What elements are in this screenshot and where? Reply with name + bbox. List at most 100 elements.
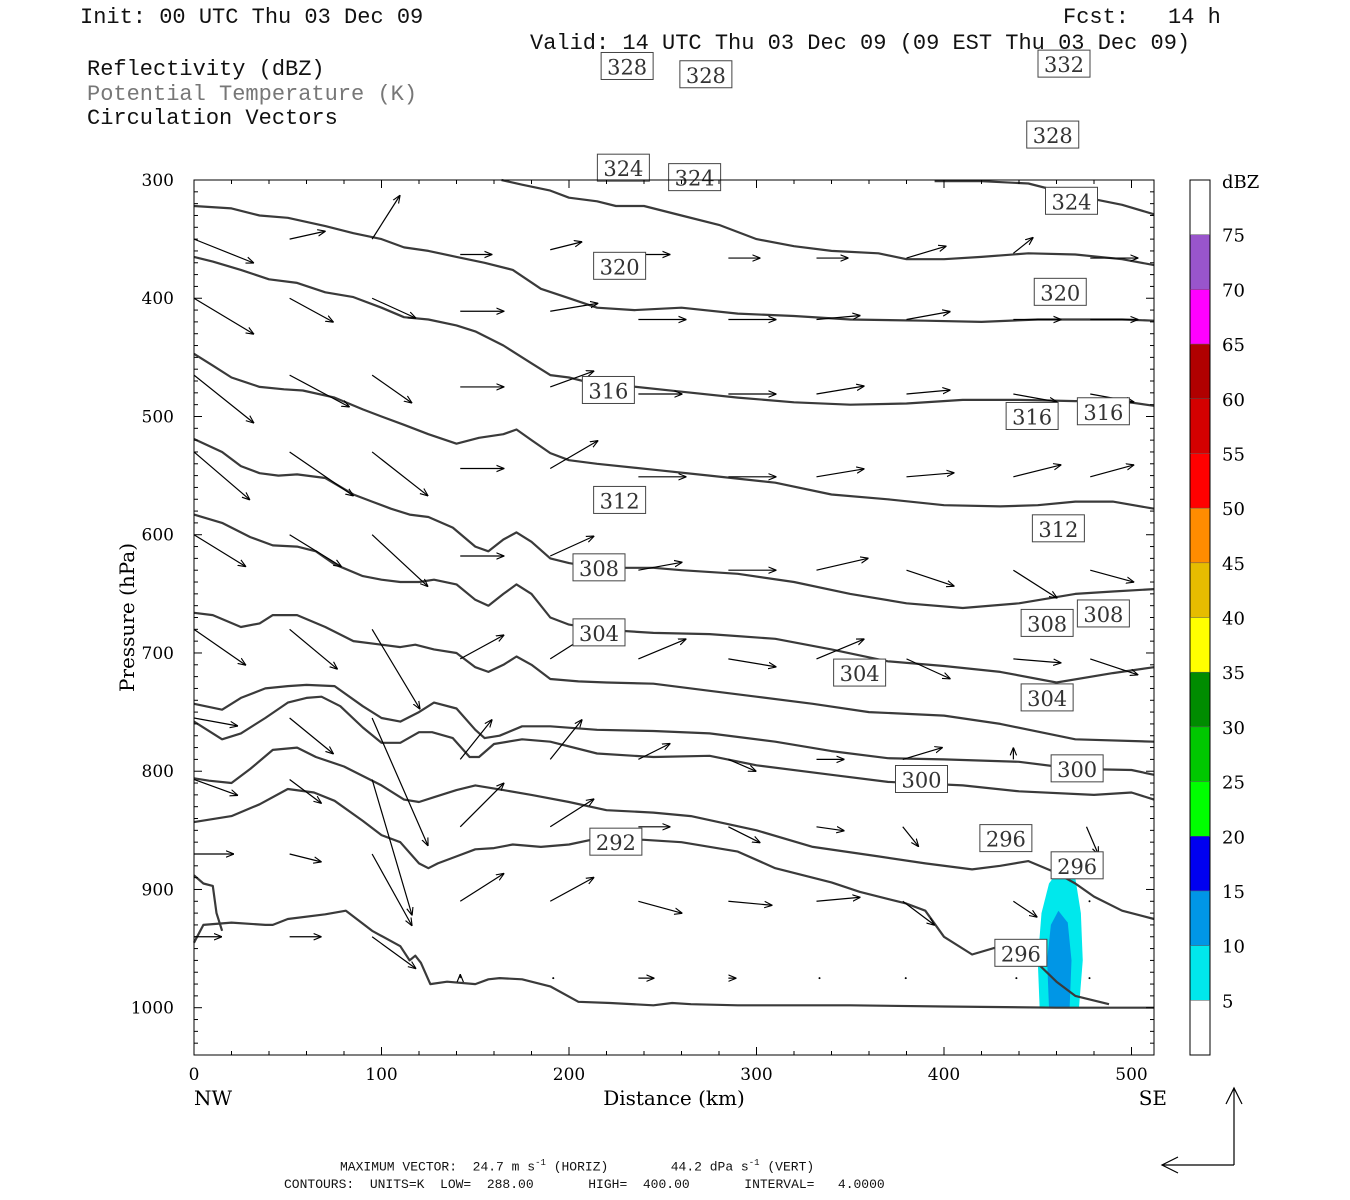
max-vector-line: MAXIMUM VECTOR: 24.7 m s-1 (HORIZ) 44.2 … [340, 1158, 815, 1175]
colorbar-swatch [1190, 617, 1210, 673]
contour-label-308: 308 [579, 557, 619, 581]
vector-arrow [289, 451, 354, 496]
field-potential-temperature: Potential Temperature (K) [87, 82, 418, 107]
vector-arrow [816, 639, 865, 660]
vector-arrow [550, 371, 594, 388]
contour-label-304: 304 [1027, 687, 1067, 711]
contour-label-300: 300 [901, 768, 941, 792]
contour-label-332: 332 [1044, 53, 1084, 77]
colorbar-label: 15 [1222, 882, 1245, 903]
colorbar-label: 45 [1222, 554, 1245, 575]
contour-label-308: 308 [1027, 612, 1067, 636]
y-axis-title: Pressure (hPa) [115, 543, 139, 692]
vector-arrow [459, 719, 492, 760]
vector-scale-arrows [1160, 1086, 1243, 1174]
vector-arrow [371, 451, 428, 496]
colorbar-label: 55 [1222, 444, 1245, 465]
contour-label-box [572, 553, 626, 582]
vector-arrow [1013, 569, 1057, 598]
theta-contours [193, 178, 1155, 1009]
vector-arrow [728, 826, 760, 843]
reflectivity-layer [1037, 868, 1083, 1008]
colorbar-label: 20 [1222, 827, 1245, 848]
contour-label-296: 296 [1057, 855, 1097, 879]
circulation-vectors [193, 195, 1138, 980]
contour-label-box [600, 51, 654, 80]
contour-label-box [1076, 599, 1130, 628]
colorbar-swatch [1190, 1000, 1210, 1055]
contour-label-296: 296 [1001, 942, 1041, 966]
colorbar-units: dBZ [1222, 172, 1259, 193]
vector-arrow [728, 758, 756, 771]
theta-contour-296 [193, 746, 1155, 921]
contour-label-box [979, 824, 1033, 853]
colorbar-label: 65 [1222, 335, 1245, 356]
vector-arrow [1090, 465, 1134, 478]
contour-label-324: 324 [1051, 190, 1091, 214]
contour-label-box [1005, 401, 1059, 430]
colorbar-label: 5 [1222, 991, 1233, 1012]
vector-arrow [550, 303, 598, 312]
colorbar-swatch [1190, 890, 1210, 946]
x-end-label-nw: NW [194, 1086, 233, 1110]
colorbar-swatch [1190, 672, 1210, 727]
contour-label-312: 312 [600, 489, 640, 513]
contour-label-box [581, 375, 635, 404]
contour-label-324: 324 [675, 167, 715, 191]
vector-arrow [1013, 237, 1033, 254]
vector-arrow [638, 743, 670, 760]
vector-arrow [816, 827, 845, 831]
colorbar-swatch [1190, 453, 1210, 509]
contour-label-328: 328 [607, 55, 647, 79]
x-tick-label: 100 [365, 1065, 397, 1085]
vector-arrow [638, 639, 686, 660]
colorbar-label: 75 [1222, 226, 1245, 247]
colorbar-label: 50 [1222, 499, 1245, 520]
vector-arrow [193, 534, 246, 567]
contour-label-316: 316 [1012, 405, 1052, 429]
contour-label-316: 316 [588, 379, 628, 403]
theta-contour-312 [193, 438, 1155, 610]
vector-arrow [1090, 658, 1138, 675]
plot-frame [193, 179, 1155, 1056]
theta-contour-304 [193, 683, 1155, 776]
theta-contour-304 [193, 611, 1155, 743]
colorbar-label: 70 [1222, 280, 1245, 301]
vector-arrow [549, 799, 594, 828]
colorbar-swatch [1190, 836, 1210, 891]
contour-label-304: 304 [579, 622, 619, 646]
vector-arrow [638, 562, 682, 571]
colorbar-swatch [1190, 180, 1210, 235]
theta-contour-308 [193, 513, 1155, 684]
colorbar-swatch [1190, 562, 1210, 618]
contour-label-box [1076, 397, 1130, 426]
contour-label-324: 324 [603, 157, 643, 181]
vector-arrow [371, 374, 412, 403]
vector-arrow [1090, 569, 1134, 582]
vector-arrow [728, 900, 772, 905]
vector-arrow [549, 877, 594, 902]
theta-contour-296 [193, 787, 1110, 1006]
vector-arrow [459, 783, 504, 828]
contour-label-box [679, 60, 733, 89]
contour-label-box [589, 827, 643, 856]
vector-arrow [906, 658, 951, 679]
vector-arrow [1013, 658, 1061, 663]
contour-label-box [1031, 514, 1085, 543]
vector-arrow [550, 242, 582, 251]
vector-arrow [289, 374, 350, 407]
vector-arrow [193, 451, 250, 500]
colorbar: 5 10 15 20 25 30 35 40 45 50 55 60 65 70 75 dBZ [1189, 172, 1259, 1056]
vector-arrow [193, 374, 254, 423]
vector-arrow [1085, 826, 1099, 855]
contour-label-box [1020, 608, 1074, 637]
field-reflectivity: Reflectivity (dBZ) [87, 57, 325, 82]
colorbar-swatch [1190, 945, 1210, 1001]
contour-label-300: 300 [1057, 758, 1097, 782]
contour-label-box [1033, 277, 1087, 306]
vector-arrow [459, 635, 504, 660]
vector-arrow [552, 977, 555, 980]
contour-label-292: 292 [596, 831, 636, 855]
vector-arrow [289, 779, 322, 803]
theta-contour-320 [193, 255, 1155, 407]
